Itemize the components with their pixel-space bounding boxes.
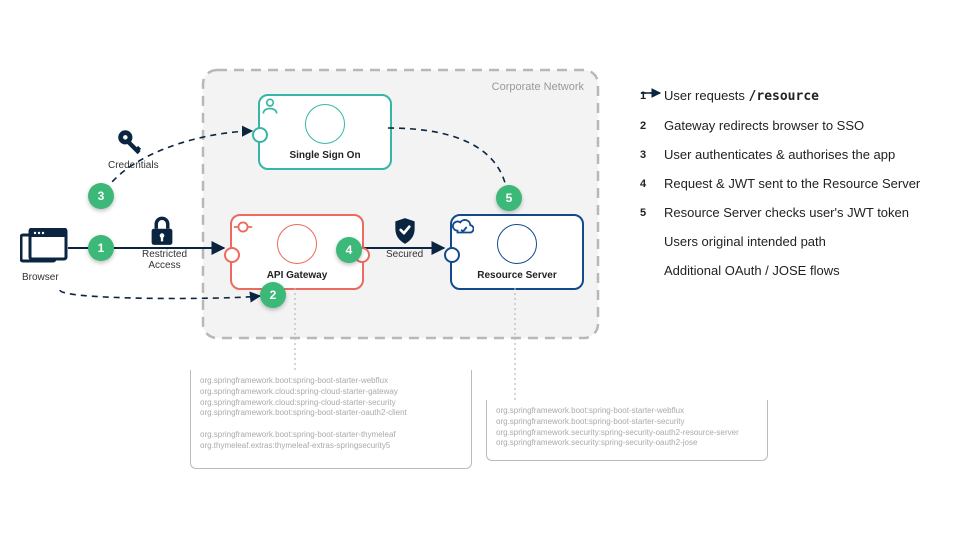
credentials-label: Credentials xyxy=(108,160,159,171)
legend-step-5: 5Resource Server checks user's JWT token xyxy=(640,205,920,220)
legend-line-1: Additional OAuth / JOSE flows xyxy=(640,263,920,278)
legend-line-0: Users original intended path xyxy=(640,234,920,249)
step-badge-3: 3 xyxy=(88,183,114,209)
legend: 1User requests /resource 2Gateway redirec… xyxy=(640,88,920,292)
legend-step-3: 3User authenticates & authorises the app xyxy=(640,147,920,162)
port-gwLeft xyxy=(224,247,240,263)
browser-label: Browser xyxy=(22,272,59,283)
resource-label: Resource Server xyxy=(477,270,557,281)
resource-deps: org.springframework.boot:spring-boot-sta… xyxy=(496,406,764,449)
sso-label: Single Sign On xyxy=(289,150,360,161)
port-ssoLeft xyxy=(252,127,268,143)
legend-step-2: 2Gateway redirects browser to SSO xyxy=(640,118,920,133)
legend-step-4: 4Request & JWT sent to the Resource Serv… xyxy=(640,176,920,191)
gateway-label: API Gateway xyxy=(267,270,328,281)
step-badge-4: 4 xyxy=(336,237,362,263)
gateway-icon xyxy=(277,224,317,264)
step-badge-1: 1 xyxy=(88,235,114,261)
step-badge-2: 2 xyxy=(260,282,286,308)
restricted-label: Restricted Access xyxy=(142,249,187,271)
legend-step-1: 1User requests /resource xyxy=(640,88,920,104)
resource-icon xyxy=(497,224,537,264)
secured-label: Secured xyxy=(386,249,423,260)
port-rsLeft xyxy=(444,247,460,263)
sso-node: Single Sign On xyxy=(258,94,392,170)
gateway-deps: org.springframework.boot:spring-boot-sta… xyxy=(200,376,468,452)
step-badge-5: 5 xyxy=(496,185,522,211)
svg-text:Corporate Network: Corporate Network xyxy=(492,81,585,93)
resource-node: Resource Server xyxy=(450,214,584,290)
user-icon xyxy=(305,104,345,144)
